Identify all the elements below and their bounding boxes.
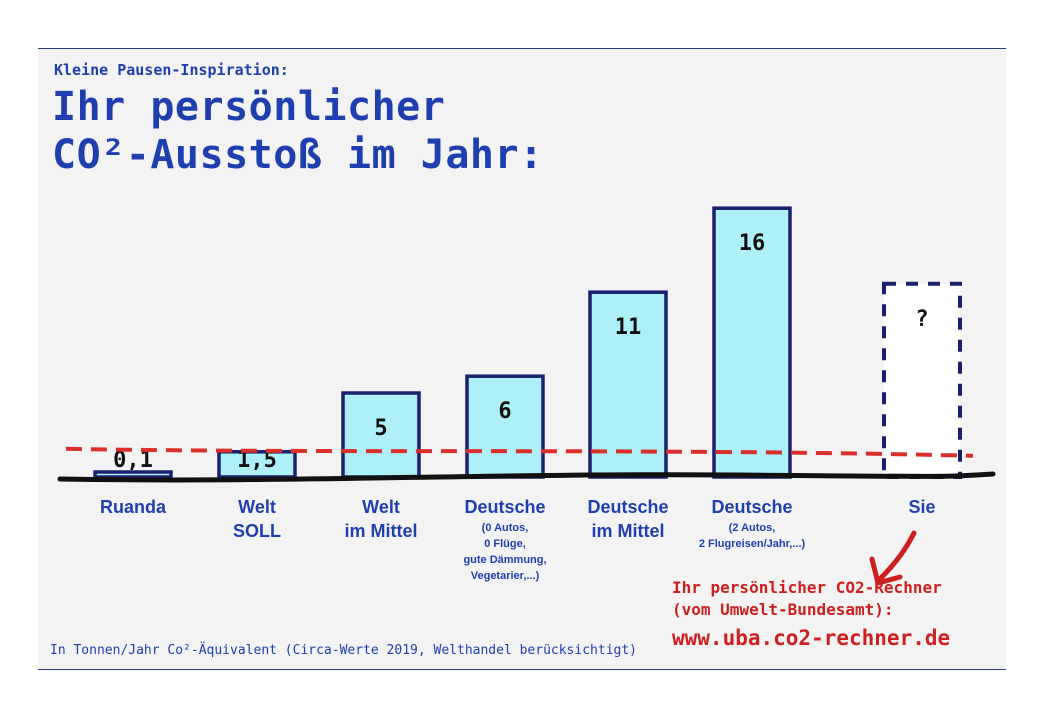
data-label: 6 [498,399,511,424]
kicker-text: Kleine Pausen-Inspiration: [54,61,289,79]
baseline [57,471,996,483]
category-label: Sie [908,497,935,517]
category-note: Vegetarier,...) [471,570,540,582]
title-line-2: CO²-Ausstoß im Jahr: [52,132,544,178]
slide: Kleine Pausen-Inspiration: Ihr persönlic… [38,48,1006,670]
category-label: Deutsche [587,497,668,517]
data-label: 11 [615,315,642,340]
category-label: im Mittel [344,521,417,541]
calculator-line-2: (vom Umwelt-Bundesamt): [672,600,894,619]
data-label: 5 [374,416,387,441]
category-label: Ruanda [100,497,167,517]
bar [588,290,668,479]
title-line-1: Ihr persönlicher [52,84,446,130]
category-label: im Mittel [591,521,664,541]
data-label: ? [915,307,928,332]
calculator-line-1: Ihr persönlicher CO2-Rechner [672,578,942,597]
category-label: Welt [238,497,276,517]
category-note: gute Dämmung, [463,554,546,566]
bar [93,470,173,479]
arrow-icon [869,530,917,586]
soll-reference-line [65,446,974,458]
calculator-url-link[interactable]: www.uba.co2-rechner.de [672,626,951,650]
category-label: Welt [362,497,400,517]
bar [712,206,792,479]
category-note: (2 Autos, [729,522,776,534]
data-label: 0,1 [113,448,153,473]
category-label: Deutsche [711,497,792,517]
unit-footnote: In Tonnen/Jahr Co²-Äquivalent (Circa-Wer… [50,643,637,658]
category-note: 2 Flugreisen/Jahr,...) [699,538,806,550]
co2-calculator-note: Ihr persönlicher CO2-Rechner (vom Umwelt… [672,577,950,649]
category-note: 0 Flüge, [484,538,526,550]
bar [465,374,545,479]
bar [341,391,421,479]
category-label: SOLL [233,521,281,541]
category-note: (0 Autos, [482,522,529,534]
page-title: Ihr persönlicher CO²-Ausstoß im Jahr: [52,83,544,179]
bar [882,281,962,479]
category-label: Deutsche [464,497,545,517]
data-label: 16 [739,231,766,256]
